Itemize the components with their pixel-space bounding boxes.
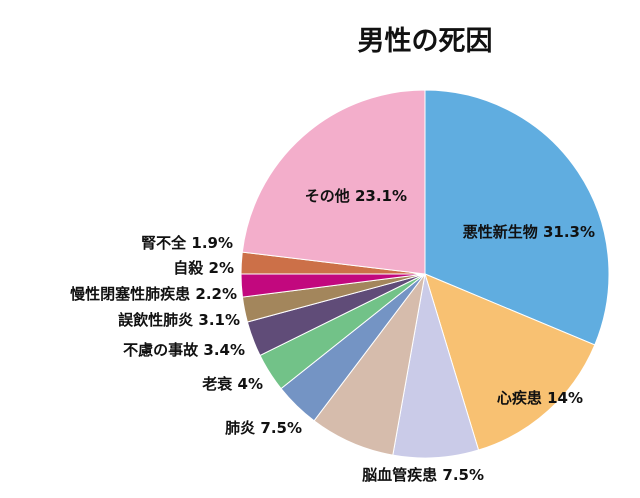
slice-label-7: 誤飲性肺炎 3.1% [118, 311, 240, 329]
slice-label-2: 心疾患 14% [497, 389, 583, 407]
slice-label-11: その他 23.1% [305, 187, 407, 205]
slice-label-10: 腎不全 1.9% [141, 234, 233, 252]
slice-label-3: 脳血管疾患 7.5% [362, 466, 484, 484]
slice-label-5: 老衰 4% [201, 375, 263, 393]
pie-slice-11 [241, 89, 426, 275]
slice-labels: 悪性新生物 31.3% 心疾患 14% 脳血管疾患 7.5% 肺炎 7.5% 老衰 4%… [70, 187, 595, 484]
pie-slice-1 [424, 89, 610, 346]
slice-label-4: 肺炎 7.5% [225, 419, 302, 437]
slice-label-6: 不慮の事故 3.4% [123, 341, 245, 359]
chart-title: 男性の死因 [358, 26, 493, 57]
slice-label-8: 慢性閉塞性肺疾患 2.2% [70, 285, 237, 303]
pie-slice-2 [424, 273, 596, 451]
slice-label-9: 自殺 2% [173, 259, 234, 277]
slice-label-1: 悪性新生物 31.3% [463, 223, 595, 241]
pie-slices [240, 89, 610, 459]
